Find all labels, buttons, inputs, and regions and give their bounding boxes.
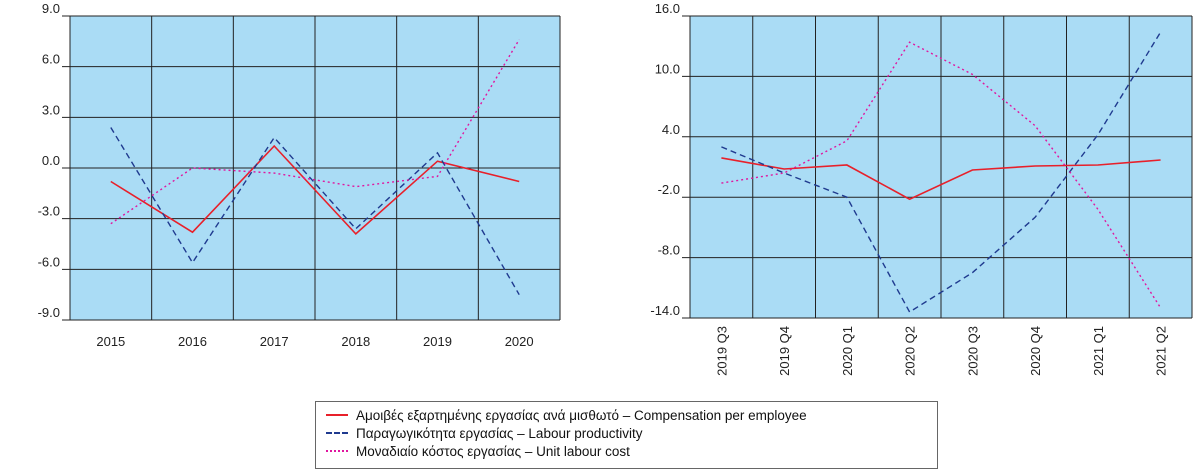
quarterly-y-tick-label: 10.0 [655,61,680,76]
quarterly-y-tick-label: 16.0 [655,1,680,16]
charts-canvas: 9.0 6.0 3.0 0.0 -3.0 -6.0 -9.0 2015 2016 2017 2018… [38,1,1193,376]
legend-item-compensation: Αμοιβές εξαρτημένης εργασίας ανά μισθωτό… [326,406,927,424]
annual-x-tick-label: 2015 [96,334,125,349]
quarterly-y-tick-label: -14.0 [650,303,680,318]
legend-swatch-compensation [326,414,348,416]
legend-item-unit-labour-cost: Μοναδιαίο κόστος εργασίας – Unit labour … [326,442,927,460]
quarterly-y-tick-label: -2.0 [658,182,680,197]
legend-item-productivity: Παραγωγικότητα εργασίας – Labour product… [326,424,927,442]
quarterly-y-tick-label: 4.0 [662,122,680,137]
legend-label-productivity: Παραγωγικότητα εργασίας – Labour product… [356,425,643,441]
annual-x-tick-label: 2020 [505,334,534,349]
quarterly-line-chart: 16.0 10.0 4.0 -2.0 -8.0 -14.0 2019 Q3 2019 Q4 20… [650,1,1193,376]
annual-y-tick-label: 9.0 [42,1,60,16]
annual-x-tick-label: 2018 [341,334,370,349]
quarterly-x-tick-label: 2020 Q4 [1028,326,1043,376]
chart-legend: Αμοιβές εξαρτημένης εργασίας ανά μισθωτό… [315,401,938,469]
annual-line-chart: 9.0 6.0 3.0 0.0 -3.0 -6.0 -9.0 2015 2016 2017 2018… [38,1,561,349]
quarterly-series-compensation [721,157,1161,201]
annual-y-tick-label: -9.0 [38,305,60,320]
annual-x-tick-label: 2019 [423,334,452,349]
legend-label-compensation: Αμοιβές εξαρτημένης εργασίας ανά μισθωτό… [356,407,807,423]
quarterly-x-tick-label: 2021 Q1 [1091,326,1106,376]
annual-y-tick-label: 0.0 [42,153,60,168]
annual-series-productivity [110,127,520,296]
quarterly-series-unit-labour-cost [721,41,1162,309]
annual-y-tick-label: 6.0 [42,52,60,67]
annual-y-tick-label: -6.0 [38,254,60,269]
annual-series-compensation [110,144,520,236]
quarterly-series-productivity [721,31,1162,313]
annual-x-tick-label: 2016 [178,334,207,349]
quarterly-x-tick-label: 2019 Q4 [777,326,792,376]
quarterly-x-tick-label: 2020 Q2 [903,326,918,376]
quarterly-x-tick-label: 2020 Q1 [840,326,855,376]
legend-swatch-productivity [326,432,348,434]
quarterly-x-tick-label: 2021 Q2 [1154,326,1169,376]
annual-y-tick-label: 3.0 [42,102,60,117]
quarterly-x-tick-label: 2020 Q3 [965,326,980,376]
quarterly-x-tick-label: 2019 Q3 [714,326,729,376]
legend-label-unit-labour-cost: Μοναδιαίο κόστος εργασίας – Unit labour … [356,443,630,459]
legend-swatch-unit-labour-cost [326,450,348,452]
quarterly-y-tick-label: -8.0 [658,243,680,258]
annual-y-tick-label: -3.0 [38,204,60,219]
annual-x-tick-label: 2017 [260,334,289,349]
